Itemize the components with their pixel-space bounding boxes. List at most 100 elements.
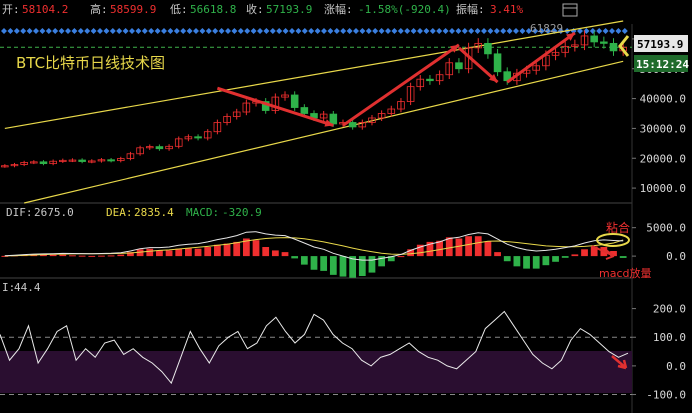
diamond-marker [353, 28, 359, 34]
macd-bar [175, 248, 183, 257]
candle [59, 158, 67, 163]
diamond-marker [13, 28, 20, 34]
macd-bar [310, 256, 318, 270]
candle [97, 157, 106, 163]
candle-body [165, 145, 173, 150]
trend-arrow [506, 31, 576, 84]
diamond-marker [77, 28, 84, 34]
diamond-marker [442, 28, 449, 34]
macd-bar [252, 240, 260, 257]
diamond-marker [532, 28, 539, 34]
macd-bar [503, 256, 511, 262]
diamond-marker [506, 28, 513, 34]
candle-body [30, 161, 38, 164]
diamond-marker [455, 28, 462, 34]
candle [290, 91, 299, 111]
diamond-marker [193, 28, 199, 34]
macd-bar [214, 244, 221, 257]
diamond-marker [404, 28, 411, 34]
diamond-marker [20, 28, 27, 34]
macd-bar [426, 241, 434, 257]
macd-bar [619, 256, 627, 258]
low-value: 56618.8 [190, 3, 236, 16]
candle-body [590, 35, 598, 43]
diamond-marker [103, 28, 110, 34]
diamond-marker [340, 28, 347, 34]
macd-bar [523, 256, 530, 269]
trend-arrow-head [450, 44, 459, 53]
trend-arrow [342, 43, 460, 127]
window-icon[interactable] [562, 3, 578, 17]
candle [406, 82, 415, 106]
macd-bar [300, 256, 308, 265]
diamond-marker [282, 28, 289, 34]
macd-bar [571, 254, 579, 257]
candle-body [126, 153, 135, 159]
trend-arrow [457, 46, 499, 84]
candle-body [232, 111, 241, 117]
macd-bar [368, 256, 376, 273]
diamond-marker [116, 28, 123, 34]
diamond-marker [39, 28, 46, 34]
converge-ellipse [596, 233, 630, 247]
candle-body [78, 159, 86, 162]
y-tick-label: 5000.0 [646, 222, 686, 235]
diamond-marker [615, 28, 622, 34]
candle-body [155, 146, 164, 150]
macd-bar [484, 241, 492, 257]
candle [30, 160, 38, 165]
y-tick-label: 0.0 [666, 360, 686, 373]
open-label: 开: [2, 3, 20, 16]
candle-body [561, 45, 569, 53]
candle [484, 38, 492, 59]
channel-upper-line [4, 20, 624, 130]
macd-bar [88, 255, 96, 257]
candle [126, 151, 135, 161]
candle [49, 159, 57, 166]
dea-value: 2835.4 [134, 206, 174, 219]
yellow-callout-arrow [618, 35, 630, 57]
candle-body [1, 165, 9, 168]
y-tick-label: -100.0 [646, 389, 686, 402]
candle-body [107, 159, 115, 162]
dif-label: DIF: [6, 206, 33, 219]
macd-bar [233, 241, 241, 257]
macd-bar [542, 256, 550, 266]
candle-body [348, 122, 357, 128]
dif-value: 2675.0 [34, 206, 74, 219]
macd-label: MACD: [186, 206, 219, 219]
price-panel [0, 20, 632, 204]
macd-bar [78, 255, 86, 257]
candle [493, 48, 502, 77]
candle-body [271, 96, 280, 111]
candle [145, 144, 154, 150]
candle [571, 39, 579, 52]
candle-body [203, 131, 212, 139]
candle-body [39, 161, 48, 165]
diamond-marker [129, 28, 135, 34]
diamond-marker [429, 28, 436, 34]
candle-body [474, 42, 483, 49]
diamond-marker [385, 28, 391, 34]
candle-body [377, 113, 386, 119]
candle [426, 75, 434, 85]
diamond-marker [237, 28, 244, 34]
macd-bar [127, 252, 134, 257]
diamond-marker [231, 28, 238, 34]
macd-bar [513, 256, 521, 267]
dif-line [4, 231, 624, 261]
candle-body [387, 108, 396, 114]
candle-body [10, 164, 19, 167]
candle-body [609, 42, 618, 52]
candle [474, 38, 483, 53]
candle-body [368, 117, 376, 123]
diamond-marker [295, 28, 302, 34]
diamond-marker [97, 28, 103, 34]
candle [242, 99, 251, 116]
diamond-marker [90, 28, 97, 34]
diamond-marker [1, 28, 7, 34]
candle-body [223, 116, 231, 123]
amplitude-label: 振幅: [456, 2, 485, 16]
candle [194, 134, 202, 141]
